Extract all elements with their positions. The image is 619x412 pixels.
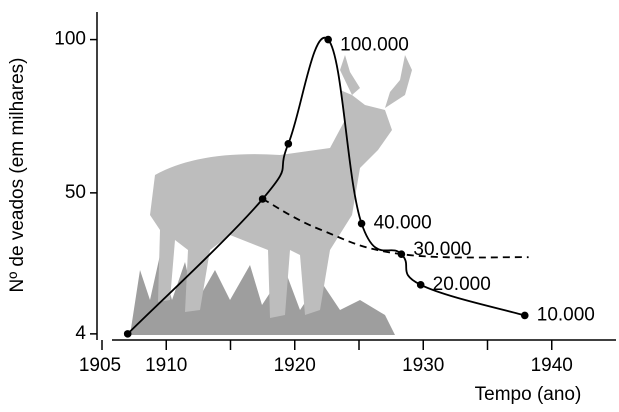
y-tick-label: 50 [65, 182, 86, 203]
data-label: 100.000 [340, 35, 409, 56]
x-tick-label: 1920 [274, 355, 316, 376]
point [123, 330, 132, 338]
point [416, 281, 425, 289]
data-label: 10.000 [537, 304, 595, 325]
data-label: 40.000 [374, 213, 432, 234]
y-axis-label: Nº de veados (em milhares) [7, 57, 28, 292]
x-axis-label: Tempo (ano) [475, 384, 582, 405]
point [324, 35, 332, 44]
y-tick-label: 100 [54, 29, 86, 50]
x-tick-label: 1940 [531, 355, 573, 376]
point [284, 140, 293, 148]
point [520, 311, 529, 320]
x-tick-label: 1905 [79, 355, 121, 376]
data-label: 20.000 [433, 274, 491, 295]
y-tick-label: 4 [75, 323, 86, 344]
data-label: 30.000 [413, 239, 471, 260]
point [357, 219, 366, 228]
series-line [262, 198, 529, 259]
deer-illustration [130, 55, 412, 335]
x-tick-label: 1910 [145, 355, 187, 376]
x-tick-label: 1930 [402, 355, 444, 376]
